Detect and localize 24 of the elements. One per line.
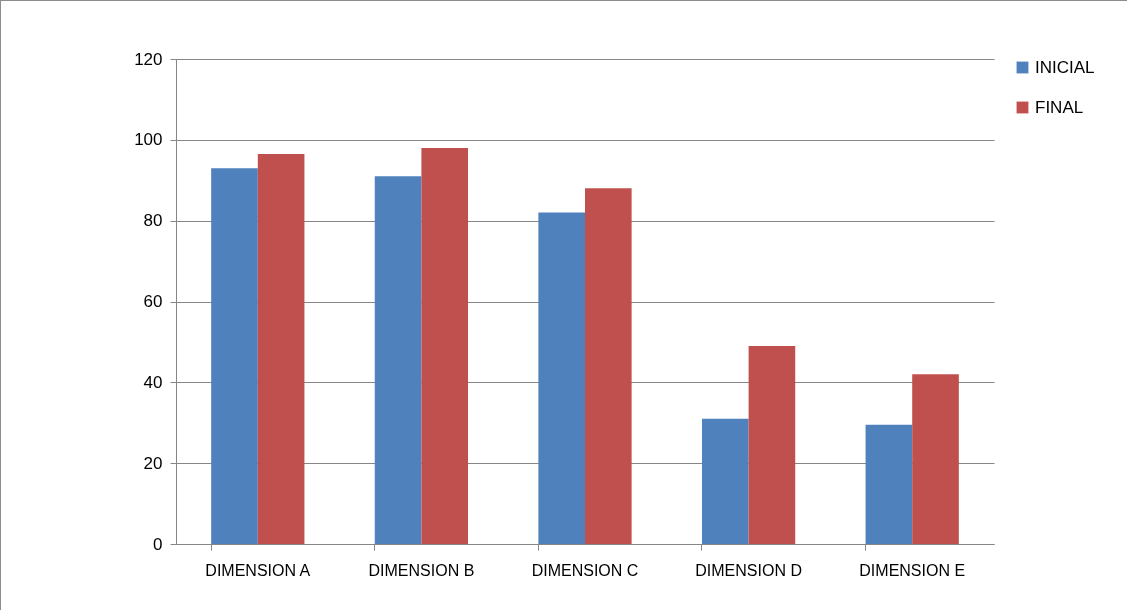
y-tick-label: 120 (134, 49, 163, 69)
x-tick-label: DIMENSION C (531, 561, 639, 579)
bar (912, 374, 959, 544)
bar (211, 168, 258, 544)
y-tick-label: 20 (143, 453, 163, 473)
y-tick-label: 60 (143, 292, 163, 311)
bar (538, 212, 585, 544)
bar (865, 424, 913, 544)
bar (374, 176, 422, 544)
y-tick-label: 80 (143, 211, 163, 231)
bar (748, 345, 796, 544)
x-tick-label: DIMENSION E (859, 561, 966, 579)
y-tick-label: 0 (153, 534, 163, 554)
y-tick-label: 40 (143, 372, 163, 392)
x-tick-label: DIMENSION D (695, 561, 802, 579)
legend-label: FINAL (1035, 97, 1084, 117)
x-tick-label: DIMENSION B (368, 561, 475, 579)
legend-label: INICIAL (1035, 57, 1095, 77)
bar (585, 188, 632, 544)
bar (421, 147, 469, 544)
bar (257, 153, 305, 544)
x-tick-label: DIMENSION A (205, 561, 311, 579)
bar (701, 418, 749, 544)
y-tick-label: 100 (134, 130, 163, 150)
